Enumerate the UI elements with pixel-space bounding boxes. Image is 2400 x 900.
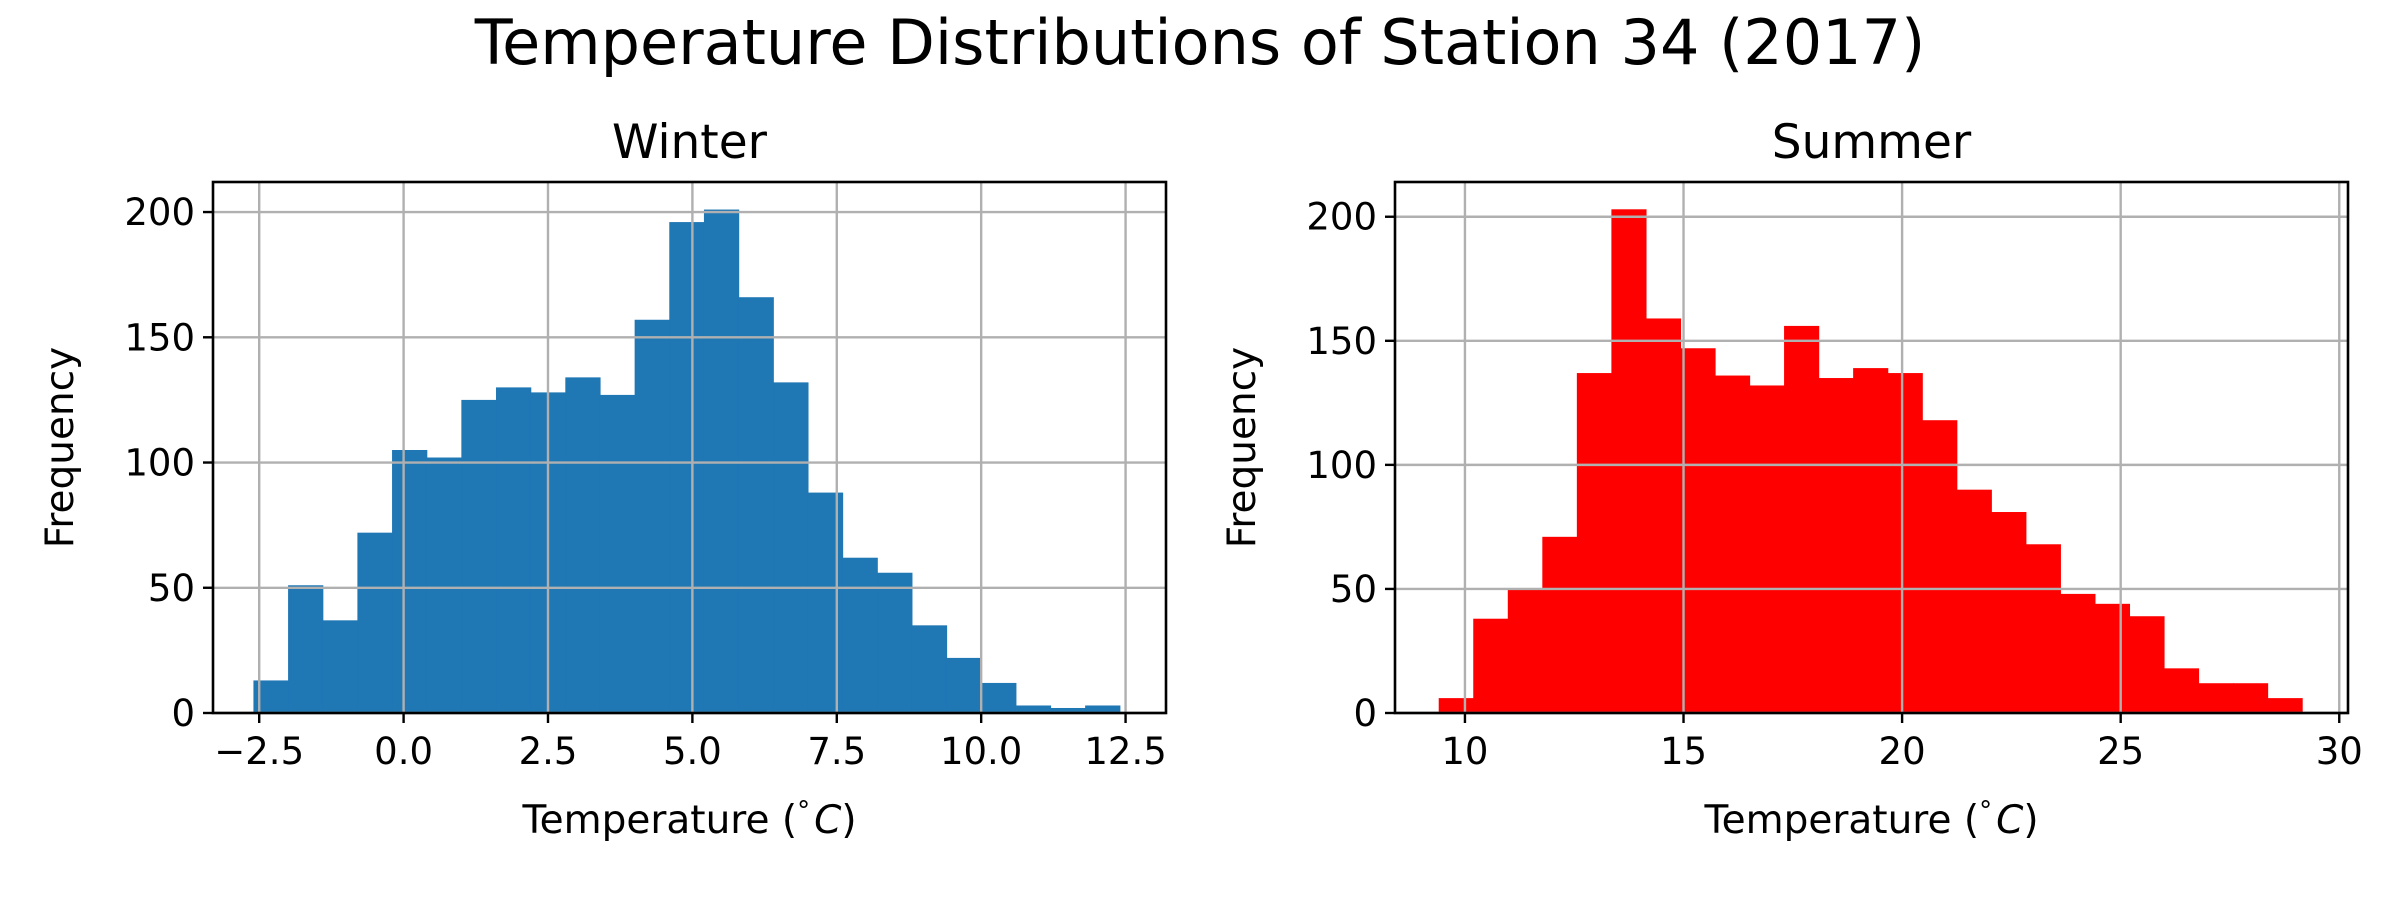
- summer-bar-18: [2060, 593, 2096, 713]
- winter-x-axis-label: Temperature (° C): [521, 796, 856, 843]
- winter-xtick-label-1: 0.0: [374, 730, 433, 773]
- winter-bar-10: [599, 394, 636, 713]
- summer-xtick-label-4: 30: [2316, 730, 2363, 773]
- winter-bar-13: [703, 209, 740, 713]
- summer-bar-22: [2198, 683, 2234, 713]
- winter-bar-22: [1015, 705, 1052, 713]
- summer-ytick-label-4: 200: [1306, 196, 1377, 239]
- winter-bar-7: [496, 387, 532, 713]
- winter-ytick-label-4: 200: [124, 191, 195, 234]
- summer-xtick-label-1: 15: [1660, 730, 1707, 773]
- summer-bar-13: [1887, 373, 1923, 713]
- winter-bar-6: [461, 399, 497, 713]
- summer-bar-23: [2233, 683, 2269, 713]
- winter-bar-4: [392, 450, 428, 713]
- summer-bar-1: [1473, 618, 1509, 713]
- winter-bar-3: [357, 532, 393, 713]
- figure-title: Temperature Distributions of Station 34 …: [474, 6, 1926, 79]
- winter-bar-20: [946, 657, 982, 713]
- summer-bar-16: [1991, 512, 2027, 713]
- summer-ytick-label-0: 0: [1353, 692, 1377, 735]
- summer-plot-frame: [1393, 180, 2350, 715]
- winter-bar-5: [426, 457, 462, 713]
- summer-xtick-label-0: 10: [1441, 730, 1488, 773]
- summer-bar-19: [2094, 603, 2131, 713]
- summer-bar-11: [1818, 378, 1854, 713]
- winter-plot-frame: [211, 180, 1168, 715]
- winter-ytick-label-1: 50: [148, 567, 195, 610]
- winter-xtick-label-4: 7.5: [807, 730, 866, 773]
- summer-bar-15: [1956, 489, 1992, 713]
- summer-x-axis-label: Temperature (° C): [1703, 796, 2038, 843]
- summer-bar-20: [2129, 616, 2165, 713]
- winter-xtick-label-2: 2.5: [519, 730, 578, 773]
- winter-bar-18: [877, 572, 913, 713]
- winter-xtick-label-6: 12.5: [1084, 730, 1166, 773]
- winter-bar-14: [738, 297, 774, 713]
- summer-bar-0: [1438, 698, 1474, 713]
- summer-xtick-label-3: 25: [2097, 730, 2144, 773]
- winter-bar-9: [565, 377, 601, 713]
- summer-bar-6: [1645, 318, 1682, 713]
- winter-y-axis-label: Frequency: [38, 347, 83, 548]
- summer-bar-10: [1784, 325, 1820, 713]
- summer-bar-7: [1680, 348, 1716, 713]
- summer-xtick-label-2: 20: [1879, 730, 1926, 773]
- summer-ytick-label-1: 50: [1330, 568, 1377, 611]
- summer-bar-24: [2267, 698, 2303, 713]
- summer-bar-5: [1611, 209, 1647, 714]
- summer-ytick-label-3: 150: [1306, 320, 1377, 363]
- summer-bar-4: [1576, 373, 1612, 713]
- summer-bar-12: [1853, 368, 1889, 713]
- summer-y-axis-label: Frequency: [1220, 347, 1265, 548]
- winter-ytick-label-3: 150: [124, 316, 195, 359]
- winter-ytick-label-0: 0: [171, 692, 195, 735]
- summer-bar-14: [1922, 420, 1958, 713]
- winter-bar-12: [669, 222, 705, 713]
- winter-bar-21: [981, 682, 1017, 713]
- winter-xtick-label-0: −2.5: [214, 730, 304, 773]
- winter-bar-1: [288, 585, 324, 713]
- winter-bar-19: [911, 625, 948, 713]
- summer-ytick-label-2: 100: [1306, 444, 1377, 487]
- winter-bar-24: [1085, 705, 1121, 713]
- winter-bar-2: [322, 620, 358, 713]
- winter-bar-17: [842, 557, 878, 713]
- summer-bar-2: [1507, 588, 1543, 713]
- summer-bar-21: [2163, 668, 2200, 713]
- winter-panel-title: Winter: [612, 115, 768, 170]
- summer-bar-17: [2025, 544, 2061, 713]
- summer-bar-3: [1542, 536, 1578, 713]
- summer-bar-9: [1749, 385, 1785, 713]
- summer-bar-8: [1714, 375, 1751, 713]
- winter-ytick-label-2: 100: [124, 442, 195, 485]
- winter-xtick-label-5: 10.0: [940, 730, 1022, 773]
- winter-bar-11: [634, 319, 670, 713]
- winter-histogram: −2.5 0.0 2.5 5.0 7.5 10.0 12.5 0 50 100 150 200 Wint…: [38, 115, 1168, 843]
- summer-panel-title: Summer: [1772, 115, 1972, 170]
- summer-histogram: 10 15 20 25 30 0 50 100 150 200 Summer Temperature …: [1220, 115, 2363, 843]
- winter-bar-15: [773, 382, 809, 713]
- winter-bar-23: [1050, 707, 1086, 713]
- winter-xtick-label-3: 5.0: [663, 730, 722, 773]
